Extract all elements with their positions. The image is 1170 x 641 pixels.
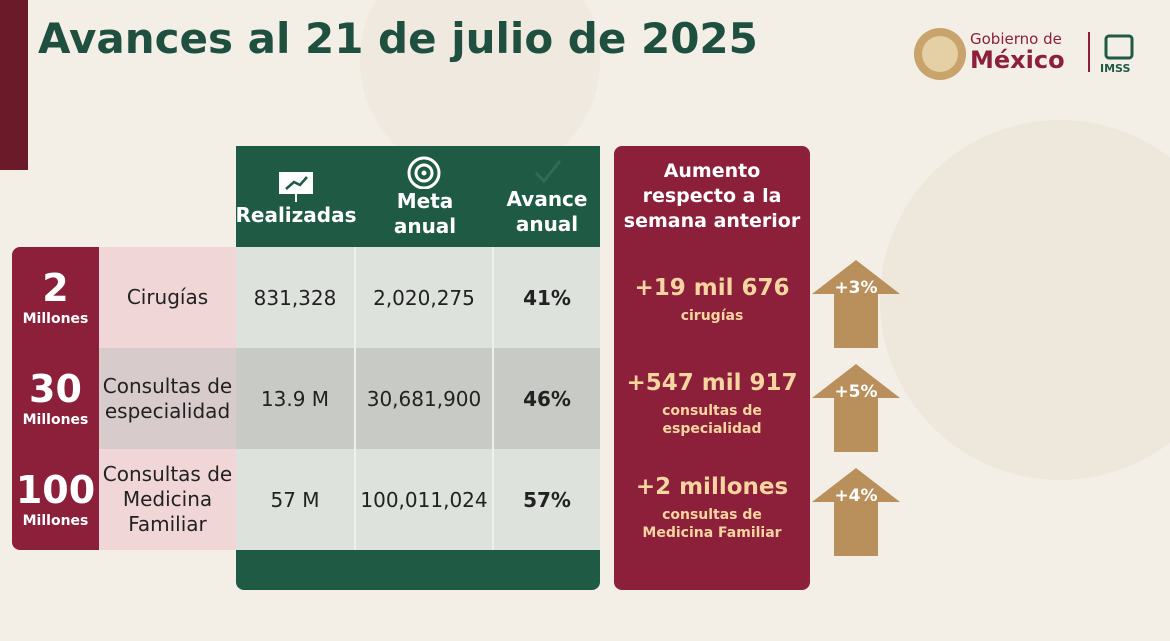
logo: Gobierno de México (970, 30, 1065, 72)
goal-badge: 100 Millones (12, 449, 99, 550)
column-header: Meta anual (356, 146, 494, 247)
up-arrow (812, 260, 900, 348)
imss-icon (1104, 34, 1134, 60)
goal-number: 30 (29, 366, 82, 411)
increase-item: +2 millones consultas de Medicina Familia… (614, 458, 810, 558)
arrow-shape (812, 364, 900, 452)
increase-panel (614, 146, 810, 590)
goal-badge: 2 Millones (12, 247, 99, 348)
row-label: Consultas de especialidad (99, 348, 236, 449)
column-header-text: Avance anual (506, 186, 588, 236)
avance-cell: 57% (494, 449, 600, 550)
page-title: Avances al 21 de julio de 2025 (38, 14, 758, 63)
goal-unit: Millones (22, 411, 89, 428)
increase-description: consultas de Medicina Familiar (642, 506, 782, 541)
goal-unit: Millones (22, 310, 89, 327)
seal-icon (914, 28, 966, 80)
logo-line2: México (970, 46, 1065, 74)
increase-description: consultas de especialidad (662, 402, 762, 437)
row-label: Consultas de Medicina Familiar (99, 449, 236, 550)
increase-amount: +19 mil 676 (634, 274, 790, 301)
logo-line1: Gobierno de (970, 30, 1062, 48)
goal-badge: 30 Millones (12, 348, 99, 449)
meta-cell: 2,020,275 (356, 247, 494, 348)
column-header: Realizadas (235, 146, 357, 247)
increase-percent: +5% (834, 382, 878, 402)
meta-cell: 100,011,024 (356, 449, 494, 550)
increase-amount: +2 millones (635, 473, 789, 500)
up-arrow (812, 364, 900, 452)
increase-item: +19 mil 676 cirugías (614, 250, 810, 350)
accent-bar (0, 0, 28, 170)
realizadas-cell: 57 M (236, 449, 356, 550)
increase-percent: +3% (834, 278, 878, 298)
target-icon (407, 156, 441, 189)
increase-description: cirugías (680, 307, 744, 324)
arrow-shape (812, 260, 900, 348)
increase-title: Aumento respecto a la semana anterior (623, 160, 801, 232)
arrow-shape (812, 468, 900, 556)
avance-cell: 46% (494, 348, 600, 449)
realizadas-cell: 13.9 M (236, 348, 356, 449)
imss-label: IMSS (1100, 62, 1131, 75)
up-arrow (812, 468, 900, 556)
avance-cell: 41% (494, 247, 600, 348)
goal-number: 100 (15, 467, 96, 512)
column-header: Avance anual (494, 146, 600, 247)
increase-item: +547 mil 917 consultas de especialidad (614, 354, 810, 454)
column-header-text: Realizadas (235, 203, 357, 227)
check-icon (534, 159, 562, 183)
goal-number: 2 (42, 265, 69, 310)
presentation-icon (279, 172, 313, 202)
increase-amount: +547 mil 917 (626, 369, 798, 396)
meta-cell: 30,681,900 (356, 348, 494, 449)
goal-unit: Millones (22, 512, 89, 529)
realizadas-cell: 831,328 (236, 247, 356, 348)
column-header-text: Meta anual (393, 188, 457, 238)
row-label: Cirugías (99, 247, 236, 348)
logo-divider (1088, 32, 1090, 72)
increase-percent: +4% (834, 486, 878, 506)
